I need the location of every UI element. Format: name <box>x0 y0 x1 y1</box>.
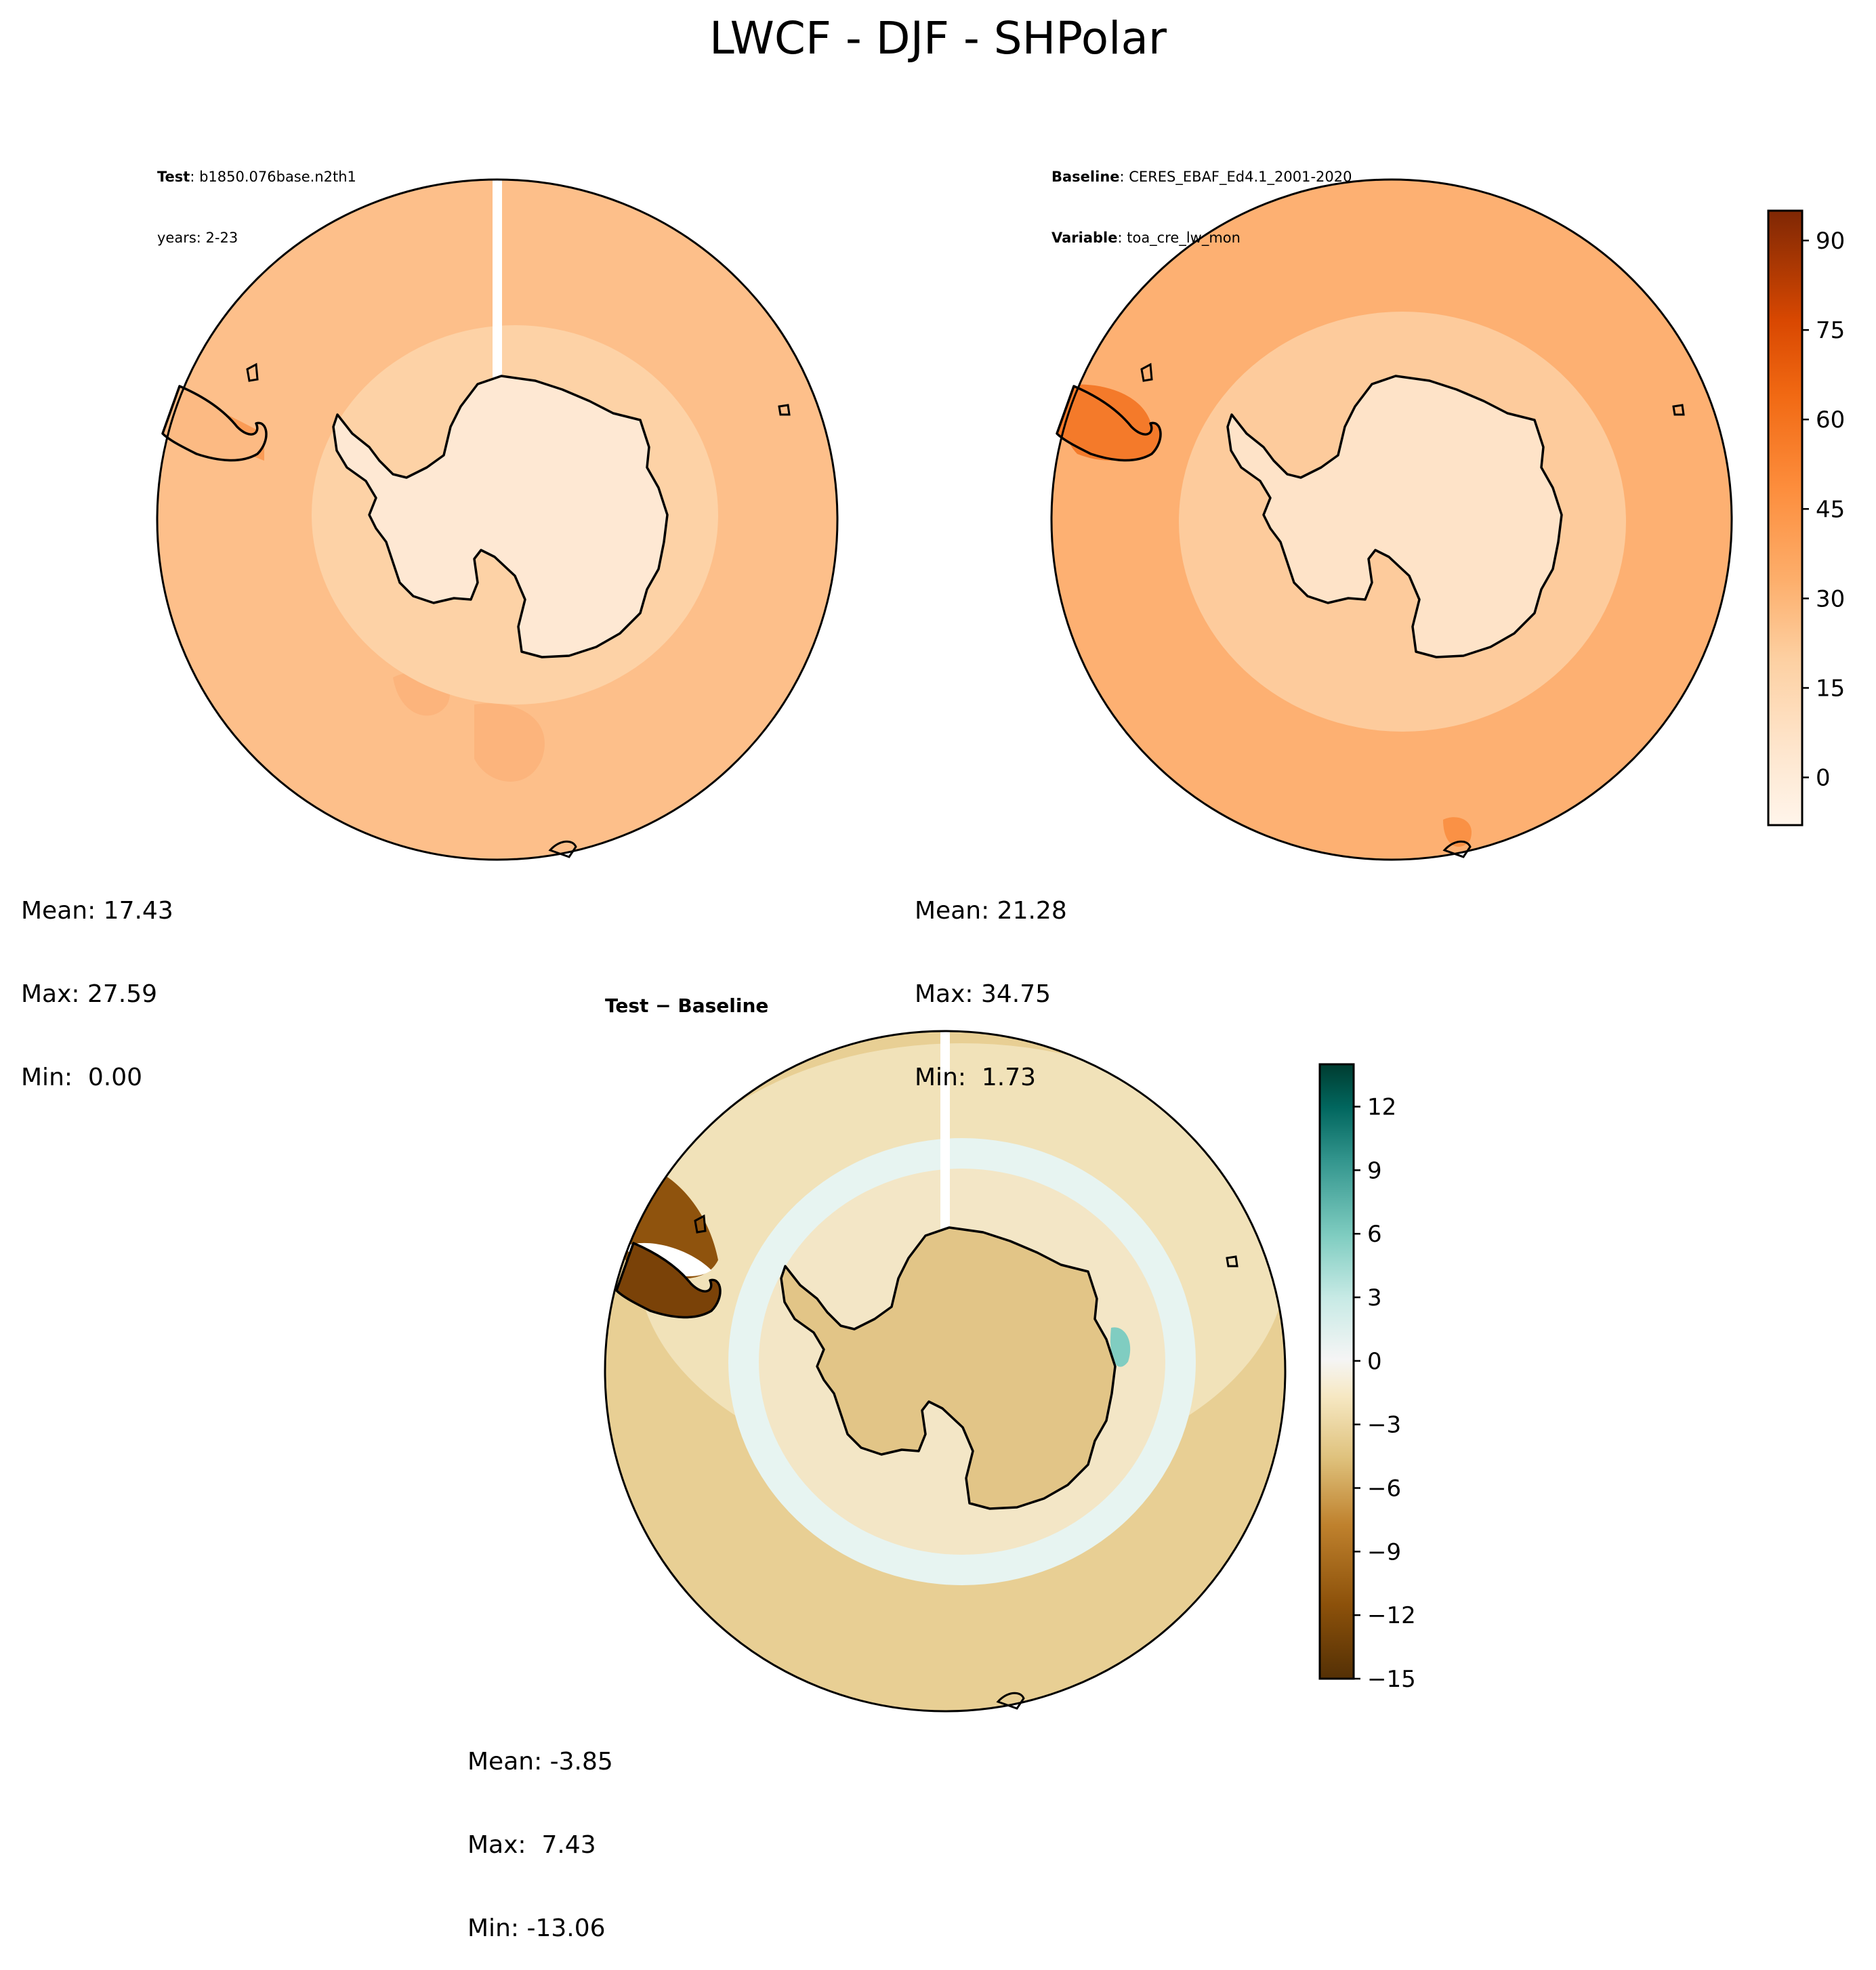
panel-test-min: Min: 0.00 <box>21 1064 143 1091</box>
panel-difference-min: Min: -13.06 <box>467 1914 606 1942</box>
colorbar-diff-frame <box>1318 1063 1355 1680</box>
colorbar-main-fill <box>1768 211 1802 825</box>
panel-difference-stats: Mean: -3.85 Max: 7.43 Min: -13.06 <box>467 1692 613 1970</box>
map-difference-island <box>1226 1255 1238 1267</box>
map-test-island <box>246 362 259 382</box>
colorbar-diff-fill <box>1320 1064 1354 1679</box>
map-test-patch <box>474 703 545 782</box>
panel-difference-max: Max: 7.43 <box>467 1831 596 1859</box>
panel-baseline-variable-label: Variable <box>1051 230 1118 246</box>
panel-difference-mean: Mean: -3.85 <box>467 1748 613 1776</box>
map-difference-border <box>604 1030 1287 1713</box>
panel-test-header: Test: b1850.076base.n2th1 years: 2-23 <box>157 126 356 268</box>
colorbar-diff-tick-label: −15 <box>1367 1666 1416 1693</box>
map-test-south-america <box>161 385 268 462</box>
map-test-island <box>548 840 577 858</box>
panel-test-header-label: Test <box>157 169 190 185</box>
map-difference <box>604 1030 1287 1768</box>
colorbar-main-tick-label: 60 <box>1816 406 1845 434</box>
colorbar-diff-tick-label: 0 <box>1367 1348 1382 1375</box>
map-difference-island <box>996 1692 1025 1710</box>
colorbar-diff-tick-label: 9 <box>1367 1157 1382 1184</box>
colorbar-diff-tick-label: 12 <box>1367 1094 1396 1121</box>
colorbar-main: 90 75 60 45 30 15 0 <box>1767 209 1845 826</box>
colorbar-main-tick-label: 45 <box>1816 496 1845 523</box>
map-difference-south-america <box>615 1242 722 1319</box>
map-baseline <box>1050 178 1733 861</box>
map-test-border <box>156 178 839 861</box>
colorbar-main-tick-label: 75 <box>1816 317 1845 344</box>
map-baseline-south-america <box>1056 385 1162 462</box>
panel-test-stats: Mean: 17.43 Max: 27.59 Min: 0.00 <box>21 841 173 1119</box>
figure-title: LWCF - DJF - SHPolar <box>709 12 1167 64</box>
map-test <box>156 178 839 861</box>
map-test-island <box>778 404 791 416</box>
panel-baseline-max: Max: 34.75 <box>915 980 1051 1008</box>
colorbar-main-frame <box>1767 209 1804 826</box>
map-test-antarctica <box>332 375 669 658</box>
map-difference-patch <box>949 1742 1003 1768</box>
panel-baseline-min: Min: 1.73 <box>915 1064 1037 1091</box>
panel-test-years: years: 2-23 <box>157 230 238 246</box>
colorbar-main-tick-label: 0 <box>1816 765 1831 792</box>
panel-baseline-header-label: Baseline <box>1051 169 1120 185</box>
colorbar-diff: 12 9 6 3 0 −3 −6 −9 −12 −15 <box>1318 1063 1416 1693</box>
map-difference-teal-patch <box>1110 1327 1131 1367</box>
colorbar-diff-tick-label: 6 <box>1367 1221 1382 1248</box>
map-difference-antarctica <box>780 1226 1117 1510</box>
panel-baseline-header: Baseline: CERES_EBAF_Ed4.1_2001-2020 Var… <box>1051 126 1352 268</box>
colorbar-diff-tick-label: −12 <box>1367 1602 1416 1629</box>
colorbar-diff-tick-label: 3 <box>1367 1284 1382 1312</box>
map-test-patch <box>161 258 215 326</box>
map-baseline-island <box>1672 404 1685 416</box>
map-baseline-antarctica <box>1226 375 1563 658</box>
map-baseline-island <box>1442 840 1472 858</box>
map-baseline-border <box>1050 178 1733 861</box>
panel-baseline-mean: Mean: 21.28 <box>915 897 1067 925</box>
panel-difference-title: Test − Baseline <box>605 994 769 1017</box>
panel-test-header-value: : b1850.076base.n2th1 <box>190 169 356 185</box>
map-baseline-patch <box>1443 817 1472 847</box>
colorbar-diff-tick-label: −6 <box>1367 1475 1401 1503</box>
panel-test-mean: Mean: 17.43 <box>21 897 173 925</box>
panel-baseline-stats: Mean: 21.28 Max: 34.75 Min: 1.73 <box>915 841 1067 1119</box>
map-baseline-island <box>1140 362 1153 382</box>
colorbar-main-tick-label: 30 <box>1816 585 1845 612</box>
panel-baseline-header-value: : CERES_EBAF_Ed4.1_2001-2020 <box>1119 169 1352 185</box>
map-difference-island <box>694 1214 707 1234</box>
colorbar-diff-tick-label: −3 <box>1367 1412 1401 1439</box>
colorbar-main-tick-label: 90 <box>1816 228 1845 255</box>
panel-test-max: Max: 27.59 <box>21 980 158 1008</box>
colorbar-main-tick-label: 15 <box>1816 675 1845 702</box>
panel-baseline-variable-value: : toa_cre_lw_mon <box>1117 230 1241 246</box>
colorbar-diff-tick-label: −9 <box>1367 1538 1401 1566</box>
